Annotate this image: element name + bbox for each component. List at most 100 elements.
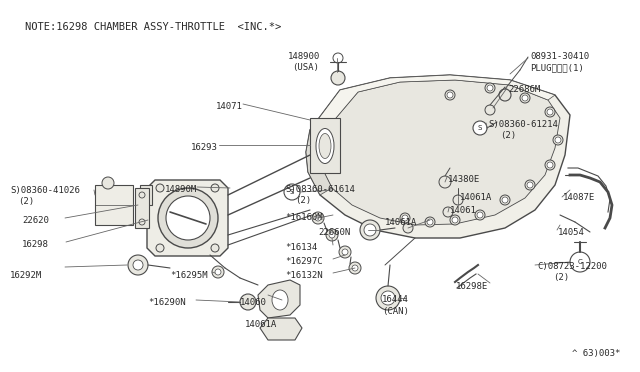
Circle shape [158,188,218,248]
Circle shape [326,229,338,241]
Text: 14071: 14071 [216,102,243,111]
Circle shape [312,212,324,224]
Text: 16298: 16298 [22,240,49,249]
Circle shape [166,196,210,240]
Bar [310,118,340,173]
Circle shape [547,162,553,168]
Circle shape [376,286,400,310]
Text: S: S [478,125,482,131]
Circle shape [447,92,453,98]
Circle shape [156,244,164,252]
Text: 16292M: 16292M [10,271,42,280]
Circle shape [211,184,219,192]
Circle shape [445,90,455,100]
Polygon shape [306,75,570,238]
Text: 14061: 14061 [450,206,477,215]
Circle shape [487,85,493,91]
Text: 22620: 22620 [22,216,49,225]
Polygon shape [306,125,332,195]
Circle shape [547,109,553,115]
Bar [95,185,133,225]
Circle shape [439,176,451,188]
Text: 148900: 148900 [288,52,320,61]
Circle shape [156,184,164,192]
Text: 14380E: 14380E [448,175,480,184]
Circle shape [453,195,463,205]
Text: *16132N: *16132N [285,271,323,280]
Text: *16295M: *16295M [170,271,207,280]
Text: 14054: 14054 [558,228,585,237]
Text: 22686M: 22686M [508,85,540,94]
Circle shape [473,121,487,135]
Circle shape [553,135,563,145]
Text: NOTE:16298 CHAMBER ASSY-THROTTLE  <INC.*>: NOTE:16298 CHAMBER ASSY-THROTTLE <INC.*> [25,22,281,32]
Circle shape [500,195,510,205]
Circle shape [133,260,143,270]
Text: 14087E: 14087E [563,193,595,202]
Circle shape [403,223,413,233]
Text: *16134: *16134 [285,243,317,252]
Circle shape [102,177,114,189]
Circle shape [450,215,460,225]
Circle shape [128,255,148,275]
Text: (2): (2) [500,131,516,140]
Text: (USA): (USA) [292,63,319,72]
Text: S)08360-61214: S)08360-61214 [488,120,558,129]
Text: C)08723-12200: C)08723-12200 [537,262,607,271]
Circle shape [360,220,380,240]
Circle shape [381,291,395,305]
Circle shape [212,266,224,278]
Circle shape [284,184,300,200]
Polygon shape [260,318,302,340]
Circle shape [525,180,535,190]
Circle shape [339,246,351,258]
Circle shape [329,232,335,238]
Polygon shape [320,80,560,225]
Bar [135,188,149,228]
Text: (2): (2) [553,273,569,282]
Circle shape [402,215,408,221]
Text: 16293: 16293 [191,143,218,152]
Circle shape [333,53,343,63]
Circle shape [527,182,533,188]
Circle shape [520,93,530,103]
Polygon shape [310,75,555,130]
Ellipse shape [272,290,288,310]
Circle shape [570,252,590,272]
Text: PLUGプラグ(1): PLUGプラグ(1) [530,63,584,72]
Circle shape [400,213,410,223]
Text: S)08360-41026: S)08360-41026 [10,186,80,195]
Circle shape [315,215,321,221]
Circle shape [545,107,555,117]
Circle shape [427,219,433,225]
Circle shape [342,249,348,255]
Circle shape [331,71,345,85]
Circle shape [485,105,495,115]
Text: C: C [578,259,582,265]
Circle shape [364,224,376,236]
Circle shape [211,244,219,252]
Text: 14060: 14060 [240,298,267,307]
Circle shape [215,269,221,275]
Circle shape [485,83,495,93]
Ellipse shape [319,134,331,158]
Circle shape [475,210,485,220]
Text: (2): (2) [18,197,34,206]
Text: ^ 63)003*: ^ 63)003* [572,349,620,358]
Text: (2): (2) [295,196,311,205]
Circle shape [443,207,453,217]
Text: 14890M: 14890M [164,185,197,194]
Circle shape [555,137,561,143]
Text: 14061A: 14061A [460,193,492,202]
Text: S)08360-61614: S)08360-61614 [285,185,355,194]
Polygon shape [258,280,300,318]
Text: 14061A: 14061A [245,320,277,329]
Circle shape [545,160,555,170]
Polygon shape [147,180,228,256]
Circle shape [352,265,358,271]
Circle shape [499,89,511,101]
Text: 14061A: 14061A [385,218,417,227]
Text: *16297C: *16297C [285,257,323,266]
Ellipse shape [316,128,334,164]
Text: *16160M: *16160M [285,213,323,222]
